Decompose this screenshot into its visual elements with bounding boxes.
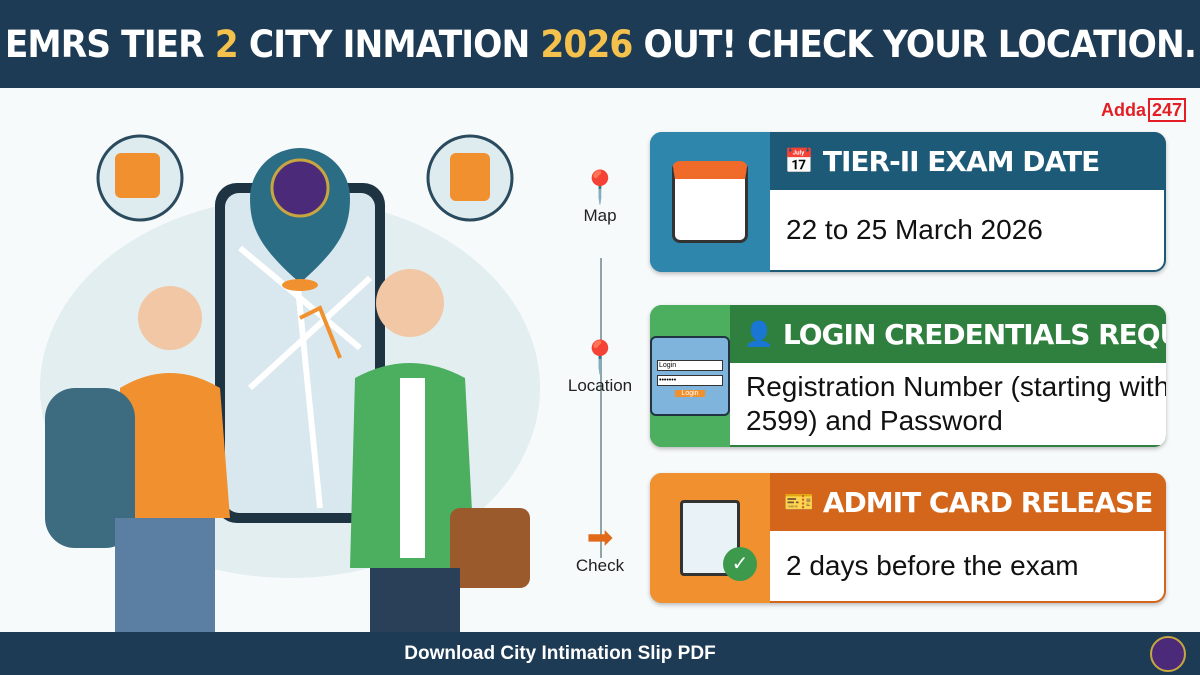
card-login-credentials: Login ••••••• Login 👤 LOGIN CREDENTIALS R…	[650, 305, 1166, 447]
admit-card-value: 2 days before the exam	[770, 531, 1164, 601]
login-form-icon: Login ••••••• Login	[650, 336, 730, 416]
map-pin-icon: 📍	[580, 169, 620, 205]
arrow-right-icon: ➡	[586, 519, 614, 555]
flow-step-location: 📍 Location	[560, 338, 640, 396]
card-admit-card: ✓ 🎫 ADMIT CARD RELEASE 2 days before the e…	[650, 473, 1166, 603]
exam-date-value: 22 to 25 March 2026	[770, 190, 1164, 270]
location-pin-icon: 📍	[580, 339, 620, 375]
credentials-value: Registration Number (starting with 2599)…	[730, 363, 1166, 445]
check-icon: ✓	[723, 547, 757, 581]
flow-step-map: 📍 Map	[560, 168, 640, 226]
title-banner: EMRS TIER 2 CITY INMATION 2026 OUT! CHEC…	[0, 0, 1200, 88]
page-title: EMRS TIER 2 CITY INMATION 2026 OUT! CHEC…	[4, 22, 1196, 66]
ticket-icon: 🎫	[784, 488, 814, 516]
calendar-icon: 📅	[784, 147, 814, 175]
main-area: Adda 247 📍 Map 📍 Location ➡ Check 📅 TIER-II E…	[0, 88, 1200, 632]
document-clock-icon: ✓	[680, 500, 757, 581]
footer-banner[interactable]: Download City Intimation Slip PDF	[0, 632, 1200, 675]
boy	[376, 269, 444, 337]
flow-line	[600, 258, 602, 558]
illustration	[40, 134, 540, 632]
adda247-logo: Adda 247	[1101, 98, 1186, 122]
user-icon: 👤	[744, 320, 774, 348]
card-exam-date: 📅 TIER-II EXAM DATE 22 to 25 March 2026	[650, 132, 1166, 272]
flow-step-check: ➡ Check	[560, 518, 640, 576]
download-link[interactable]: Download City Intimation Slip PDF	[404, 642, 716, 664]
emrs-seal-logo	[1150, 636, 1186, 672]
calendar-icon	[672, 161, 748, 243]
girl	[138, 286, 202, 350]
